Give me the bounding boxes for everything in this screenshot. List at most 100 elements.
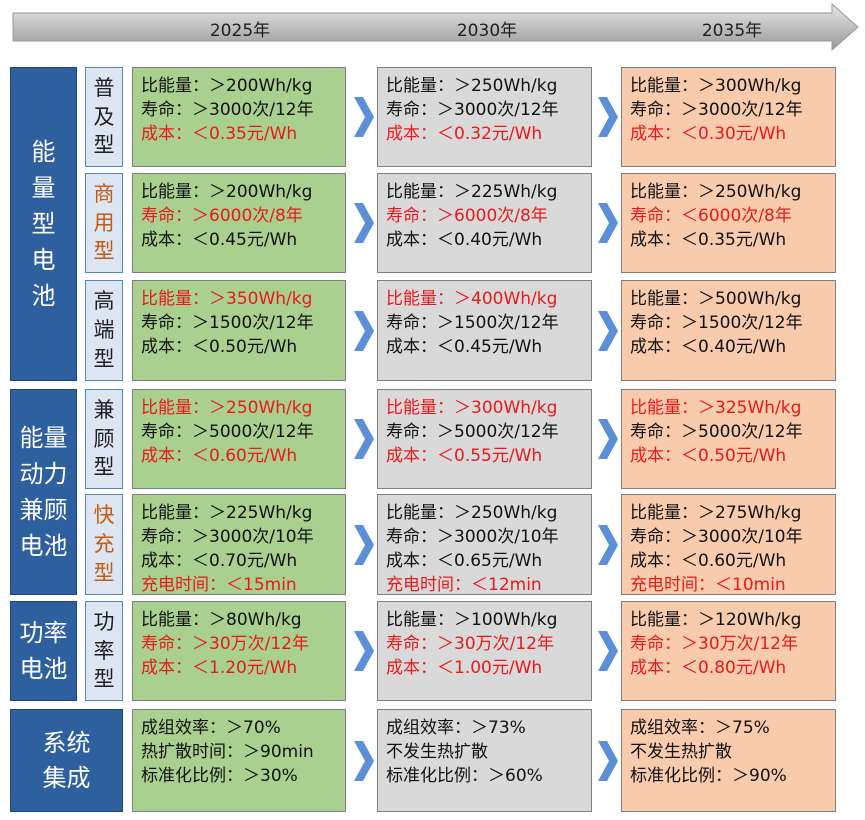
subtype-label: 高端型	[85, 280, 123, 381]
metric-line: 标准化比例：＞30%	[141, 766, 298, 786]
metric-line: 寿命：＞1500次/12年	[630, 313, 803, 333]
metric-line: 充电时间：＜15min	[141, 575, 297, 595]
subtype-text: 商用型	[93, 181, 115, 264]
metric-line: 成本：＜0.40元/Wh	[386, 230, 543, 250]
row-2-chevron-right-icon-1	[354, 203, 374, 243]
metric-line: 比能量：＞250Wh/kg	[386, 503, 558, 523]
metric-line: 比能量：＞80Wh/kg	[141, 610, 302, 630]
row-3-cell-2025: 比能量：＞350Wh/kg 寿命：＞1500次/12年 成本：＜0.50元/Wh	[132, 280, 346, 381]
metric-line: 成本：＜0.32元/Wh	[386, 124, 543, 144]
subtype-label: 兼顾型	[85, 389, 123, 489]
metric-line: 热扩散时间：＞90min	[141, 742, 314, 762]
metric-line: 成本：＜0.50元/Wh	[141, 337, 298, 357]
row-1-cell-2035: 比能量：＞300Wh/kg 寿命：＞3000次/12年 成本：＜0.30元/Wh	[621, 67, 836, 167]
subtype-label: 功率型	[85, 601, 123, 701]
year-label-2030: 2030年	[456, 21, 518, 41]
metric-line: 比能量：＞200Wh/kg	[141, 76, 313, 96]
metric-line: 比能量：＞200Wh/kg	[141, 182, 313, 202]
row-1-chevron-right-icon-1	[354, 97, 374, 137]
metric-line: 比能量：＞400Wh/kg	[386, 289, 558, 309]
metric-line: 成本：＜0.40元/Wh	[630, 337, 787, 357]
category-label: 功率电池	[19, 619, 68, 683]
metric-line: 寿命：＞3000次/12年	[630, 100, 803, 120]
subtype-label: 商用型	[85, 173, 123, 273]
row-3-chevron-right-icon-1	[354, 310, 374, 351]
metric-line: 标准化比例：＞90%	[630, 766, 787, 786]
metric-line: 成本：＜0.70元/Wh	[141, 551, 298, 571]
metric-line: 寿命：＞3000次/12年	[386, 100, 559, 120]
metric-line: 成本：＜0.50元/Wh	[630, 446, 787, 466]
year-label-2035: 2035年	[701, 21, 763, 41]
category-energy-battery: 能量型电池	[10, 67, 77, 381]
subtype-text: 普及型	[93, 75, 115, 158]
metric-line: 成本：＜0.35元/Wh	[141, 124, 298, 144]
row-1-cell-2025: 比能量：＞200Wh/kg 寿命：＞3000次/12年 成本：＜0.35元/Wh	[132, 67, 346, 167]
metric-line: 成本：＜0.30元/Wh	[630, 124, 787, 144]
row-3-cell-2035: 比能量：＞500Wh/kg 寿命：＞1500次/12年 成本：＜0.40元/Wh	[621, 280, 836, 381]
metric-line: 寿命：＞3000次/10年	[386, 527, 559, 547]
row-2-cell-2030: 比能量：＞225Wh/kg 寿命：＞6000次/8年 成本：＜0.40元/Wh	[377, 173, 592, 273]
metric-line: 寿命：＞3000次/12年	[141, 100, 314, 120]
metric-line: 比能量：＞325Wh/kg	[630, 398, 802, 418]
category-power-battery: 功率电池	[10, 601, 77, 701]
metric-line: 充电时间：＜12min	[386, 575, 542, 595]
row-6-cell-2025: 比能量：＞80Wh/kg 寿命：＞30万次/12年 成本：＜1.20元/Wh	[132, 601, 346, 701]
metric-line: 成本：＜0.45元/Wh	[386, 337, 543, 357]
metric-line: 寿命：＞3000次/10年	[141, 527, 314, 547]
system-integration-cell-2035: 成组效率：＞75% 不发生热扩散 标准化比例：＞90%	[621, 709, 836, 812]
subtype-label: 快充型	[85, 494, 123, 595]
metric-line: 成本：＜0.55元/Wh	[386, 446, 543, 466]
category-label: 能量型电池	[31, 138, 56, 310]
row-4-cell-2025: 比能量：＞250Wh/kg 寿命：＞5000次/12年 成本：＜0.60元/Wh	[132, 389, 346, 489]
metric-line: 寿命：＞6000次/8年	[141, 206, 303, 226]
metric-line: 成组效率：＞75%	[630, 718, 770, 738]
row-5-cell-2025: 比能量：＞225Wh/kg 寿命：＞3000次/10年 成本：＜0.70元/Wh 充电…	[132, 494, 346, 595]
metric-line: 成本：＜0.60元/Wh	[630, 551, 787, 571]
row-2-cell-2025: 比能量：＞200Wh/kg 寿命：＞6000次/8年 成本：＜0.45元/Wh	[132, 173, 346, 273]
row-1-cell-2030: 比能量：＞250Wh/kg 寿命：＞3000次/12年 成本：＜0.32元/Wh	[377, 67, 592, 167]
subtype-label: 普及型	[85, 67, 123, 167]
system-integration-cell-2025: 成组效率：＞70% 热扩散时间：＞90min 标准化比例：＞30%	[132, 709, 346, 812]
metric-line: 成组效率：＞73%	[386, 718, 526, 738]
metric-line: 成本：＜0.65元/Wh	[386, 551, 543, 571]
row-6-cell-2030: 比能量：＞100Wh/kg 寿命：＞30万次/12年 成本：＜1.00元/Wh	[377, 601, 592, 701]
metric-line: 充电时间：＜10min	[630, 575, 786, 595]
metric-line: 成本：＜0.35元/Wh	[630, 230, 787, 250]
row-6-cell-2035: 比能量：＞120Wh/kg 寿命：＞30万次/12年 成本：＜0.80元/Wh	[621, 601, 836, 701]
row-4-chevron-right-icon-1	[354, 419, 374, 459]
metric-line: 比能量：＞250Wh/kg	[630, 182, 802, 202]
metric-line: 成组效率：＞70%	[141, 718, 281, 738]
subtype-text: 高端型	[93, 289, 115, 371]
metric-line: 成本：＜1.20元/Wh	[141, 658, 298, 678]
metric-line: 寿命：＞1500次/12年	[386, 313, 559, 333]
row-1-chevron-right-icon-2	[598, 97, 618, 137]
system-integration-chevron-right-icon-2	[598, 740, 618, 781]
year-label-2025: 2025年	[209, 21, 271, 41]
category-system-integration: 系统集成	[10, 709, 123, 812]
metric-line: 比能量：＞225Wh/kg	[141, 503, 313, 523]
metric-line: 比能量：＞350Wh/kg	[141, 289, 313, 309]
metric-line: 比能量：＞250Wh/kg	[141, 398, 313, 418]
metric-line: 寿命：＞5000次/12年	[630, 422, 803, 442]
row-6-chevron-right-icon-2	[598, 631, 618, 671]
row-4-cell-2035: 比能量：＞325Wh/kg 寿命：＞5000次/12年 成本：＜0.50元/Wh	[621, 389, 836, 489]
metric-line: 寿命：＞3000次/10年	[630, 527, 803, 547]
metric-line: 寿命：＞6000次/8年	[386, 206, 548, 226]
timeline-header: 2025年 2030年 2035年	[0, 0, 865, 62]
timeline-arrow	[12, 2, 859, 52]
metric-line: 成本：＜0.80元/Wh	[630, 658, 787, 678]
system-integration-chevron-right-icon-1	[354, 740, 374, 781]
metric-line: 成本：＜0.60元/Wh	[141, 446, 298, 466]
subtype-text: 兼顾型	[93, 397, 115, 480]
metric-line: 比能量：＞300Wh/kg	[386, 398, 558, 418]
metric-line: 寿命：＞1500次/12年	[141, 313, 314, 333]
row-4-chevron-right-icon-2	[598, 419, 618, 459]
metric-line: 比能量：＞275Wh/kg	[630, 503, 802, 523]
row-5-cell-2030: 比能量：＞250Wh/kg 寿命：＞3000次/10年 成本：＜0.65元/Wh 充电…	[377, 494, 592, 595]
metric-line: 寿命：＞5000次/12年	[386, 422, 559, 442]
category-label: 能量动力兼顾电池	[19, 424, 68, 560]
row-4-cell-2030: 比能量：＞300Wh/kg 寿命：＞5000次/12年 成本：＜0.55元/Wh	[377, 389, 592, 489]
category-label: 系统集成	[42, 728, 91, 792]
category-energy-power-battery: 能量动力兼顾电池	[10, 389, 77, 595]
row-5-cell-2035: 比能量：＞275Wh/kg 寿命：＞3000次/10年 成本：＜0.60元/Wh 充电…	[621, 494, 836, 595]
